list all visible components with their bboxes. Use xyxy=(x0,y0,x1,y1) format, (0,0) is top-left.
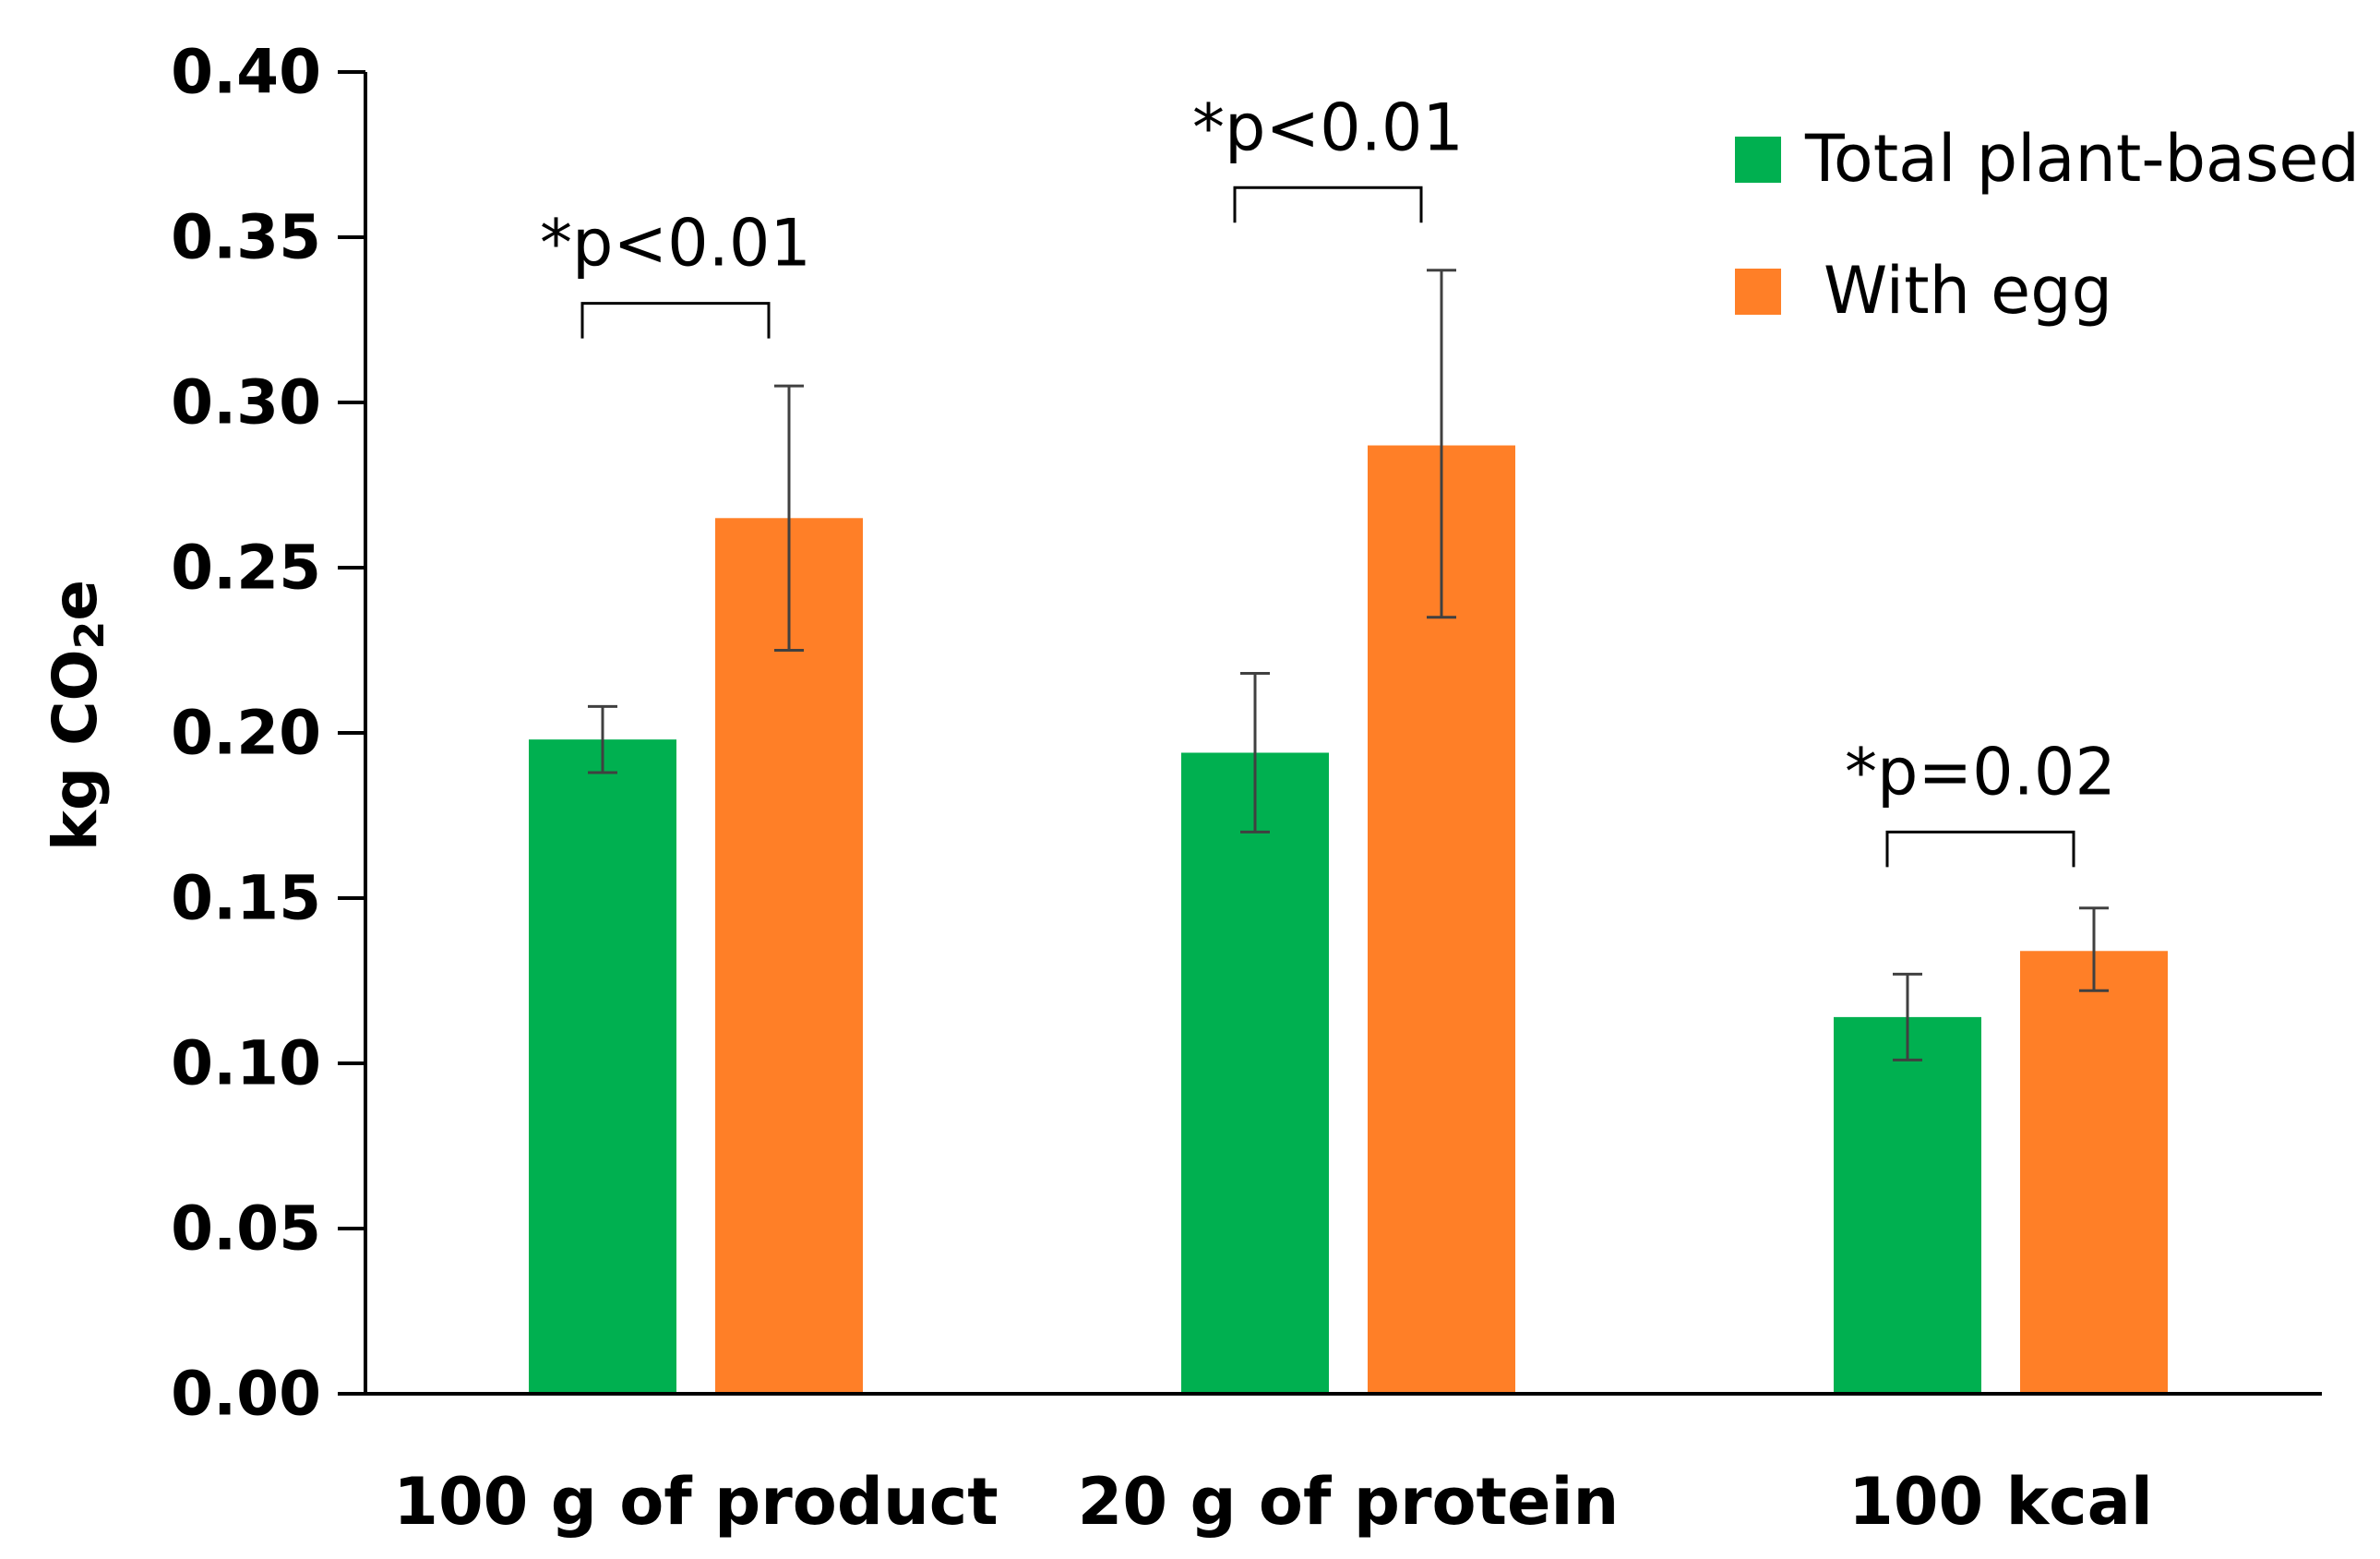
bar-total-plant-based xyxy=(529,739,676,1394)
bar-with-egg xyxy=(715,518,863,1394)
legend-swatch xyxy=(1735,137,1781,183)
y-axis-title-prefix: kg CO xyxy=(40,649,111,851)
significance-bracket xyxy=(1233,186,1423,223)
legend-swatch xyxy=(1735,269,1781,315)
x-category-label: 100 g of product xyxy=(393,1464,999,1540)
y-tick-label: 0.30 xyxy=(171,367,321,438)
significance-bracket xyxy=(1885,830,2075,868)
significance-label: *p=0.02 xyxy=(1845,734,2116,809)
x-category-label: 100 kcal xyxy=(1848,1464,2153,1540)
y-tick-label: 0.05 xyxy=(171,1193,321,1265)
bar-total-plant-based xyxy=(1834,1016,1981,1394)
bar-total-plant-based xyxy=(1181,752,1329,1394)
significance-label: *p<0.01 xyxy=(1192,90,1464,165)
y-tick-label: 0.20 xyxy=(171,698,321,769)
significance-label: *p<0.01 xyxy=(540,206,811,282)
y-tick-label: 0.15 xyxy=(171,863,321,934)
y-tick-label: 0.25 xyxy=(171,533,321,604)
y-tick-label: 0.35 xyxy=(171,202,321,273)
legend-label: With egg xyxy=(1824,253,2112,329)
y-tick-label: 0.00 xyxy=(171,1359,321,1430)
bar-with-egg xyxy=(2020,951,2168,1394)
y-tick-label: 0.40 xyxy=(171,37,321,108)
y-axis-title-suffix: e xyxy=(40,580,111,621)
significance-bracket xyxy=(580,302,771,339)
x-category-label: 20 g of protein xyxy=(1078,1464,1620,1540)
y-tick-label: 0.10 xyxy=(171,1028,321,1099)
y-axis-title: kg CO2e xyxy=(40,580,114,851)
legend-label: Total plant-based xyxy=(1804,121,2360,197)
y-axis-title-subscript: 2 xyxy=(66,621,114,650)
svg-text:kg CO2e: kg CO2e xyxy=(40,580,114,851)
